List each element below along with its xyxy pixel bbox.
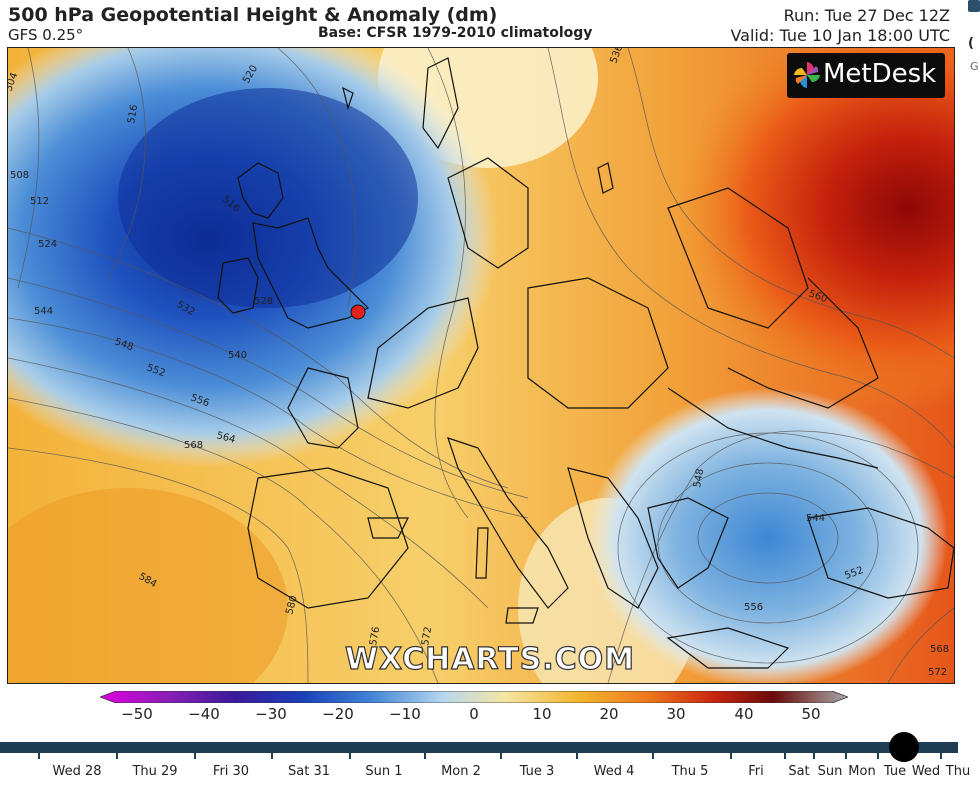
contour-label: 508 <box>10 170 29 181</box>
metdesk-logo: MetDesk <box>787 53 945 98</box>
timeline-label-thu29[interactable]: Thu 29 <box>132 764 178 779</box>
colorbar-tick: −20 <box>322 705 354 723</box>
anomaly-map[interactable]: 504 508 512 516 516 520 524 528 532 536 … <box>7 47 955 684</box>
logo-text: MetDesk <box>823 59 937 89</box>
edge-fragment: ( G <box>966 0 980 73</box>
colorbar-tick: 0 <box>469 705 479 723</box>
timeline-label-mon2[interactable]: Mon 2 <box>441 764 481 779</box>
edge-text-a: ( <box>968 36 974 51</box>
contour-label: 516 <box>126 104 140 125</box>
map-canvas: 504 508 512 516 516 520 524 528 532 536 … <box>8 48 954 683</box>
timeline-tick <box>813 753 815 759</box>
timeline-bar[interactable] <box>0 742 958 753</box>
edge-text-b: G <box>970 60 979 73</box>
timeline-label-wed[interactable]: Wed <box>911 764 941 779</box>
timeline-tick <box>424 753 426 759</box>
model-name: GFS 0.25° <box>8 26 84 44</box>
colorbar-tick: −30 <box>255 705 287 723</box>
contour-label: 524 <box>38 239 57 250</box>
forecast-timeline[interactable]: Wed 28 Thu 29 Fri 30 Sat 31 Sun 1 Mon 2 … <box>0 732 980 805</box>
contour-label: 576 <box>368 626 382 647</box>
timeline-label-fri30[interactable]: Fri 30 <box>212 764 250 779</box>
timeline-tick <box>576 753 578 759</box>
colorbar-tick: −10 <box>389 705 421 723</box>
run-time: Run: Tue 27 Dec 12Z <box>783 6 950 25</box>
contour-label: 568 <box>930 644 949 655</box>
valid-time: Valid: Tue 10 Jan 18:00 UTC <box>730 26 950 45</box>
contour-label: 544 <box>806 513 825 524</box>
contour-label: 572 <box>420 626 434 647</box>
timeline-tick <box>845 753 847 759</box>
watermark: WXCHARTS.COM <box>344 641 636 677</box>
contour-label: 548 <box>692 468 706 489</box>
colorbar <box>98 688 850 704</box>
timeline-tick <box>349 753 351 759</box>
climatology-base: Base: CFSR 1979-2010 climatology <box>318 25 593 41</box>
timeline-label-mon[interactable]: Mon <box>848 764 876 779</box>
timeline-position-handle[interactable] <box>889 732 919 762</box>
timeline-tick <box>652 753 654 759</box>
contour-label: 556 <box>744 602 763 613</box>
timeline-tick <box>38 753 40 759</box>
colorbar-tick: −50 <box>121 705 153 723</box>
contour-label: 540 <box>228 350 247 361</box>
timeline-label-fri[interactable]: Fri <box>748 764 764 779</box>
timeline-tick <box>784 753 786 759</box>
contour-label: 544 <box>34 306 53 317</box>
contour-label: 564 <box>215 430 236 446</box>
colorbar-ticks: −50 −40 −30 −20 −10 0 10 20 30 40 50 <box>0 705 980 729</box>
timeline-label-thu5[interactable]: Thu 5 <box>671 764 709 779</box>
contour-label: 512 <box>30 196 49 207</box>
timeline-label-sun[interactable]: Sun <box>817 764 843 779</box>
colorbar-tick: −40 <box>188 705 220 723</box>
timeline-label-sat[interactable]: Sat <box>788 764 810 779</box>
timeline-label-sat31[interactable]: Sat 31 <box>288 764 330 779</box>
colorbar-tick: 50 <box>801 705 821 723</box>
timeline-label-thu[interactable]: Thu <box>945 764 971 779</box>
colorbar-tick: 30 <box>666 705 686 723</box>
chart-title: 500 hPa Geopotential Height & Anomaly (d… <box>8 4 498 26</box>
timeline-label-tue3[interactable]: Tue 3 <box>519 764 555 779</box>
timeline-label-tue[interactable]: Tue <box>883 764 907 779</box>
edge-button-fragment[interactable] <box>968 0 980 12</box>
timeline-tick <box>730 753 732 759</box>
timeline-tick <box>194 753 196 759</box>
timeline-tick <box>116 753 118 759</box>
timeline-label-sun1[interactable]: Sun 1 <box>365 764 403 779</box>
colorbar-tick: 40 <box>734 705 754 723</box>
timeline-tick <box>500 753 502 759</box>
timeline-tick <box>271 753 273 759</box>
contour-label: 580 <box>284 594 300 615</box>
contour-label: 528 <box>254 296 273 307</box>
pinwheel-icon <box>794 62 820 88</box>
contour-label: 568 <box>184 440 203 451</box>
colorbar-tick: 10 <box>532 705 552 723</box>
timeline-label-wed4[interactable]: Wed 4 <box>593 764 635 779</box>
timeline-tick <box>940 753 942 759</box>
timeline-tick <box>877 753 879 759</box>
colorbar-tick: 20 <box>599 705 619 723</box>
contour-label: 572 <box>928 667 947 678</box>
timeline-label-wed28[interactable]: Wed 28 <box>52 764 102 779</box>
location-marker[interactable] <box>350 304 366 320</box>
